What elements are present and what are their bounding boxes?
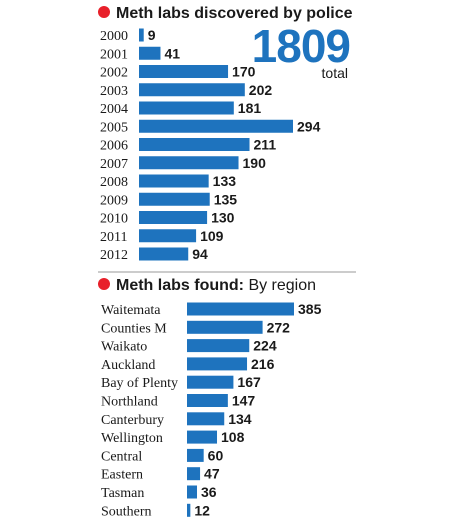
value-label: 190 bbox=[243, 155, 267, 171]
chart1-bullet bbox=[98, 6, 110, 18]
value-label: 12 bbox=[194, 502, 210, 518]
value-label: 36 bbox=[201, 484, 217, 500]
value-label: 147 bbox=[232, 393, 256, 409]
category-label: Waikato bbox=[101, 340, 147, 355]
bar bbox=[139, 119, 293, 133]
value-label: 202 bbox=[249, 82, 273, 98]
category-label: Counties M bbox=[101, 321, 167, 336]
bar bbox=[139, 101, 234, 115]
bar bbox=[187, 302, 294, 316]
chart2-bars: Waitemata 385 Counties M 272 Waikato 224 Auckl… bbox=[101, 301, 322, 519]
bar bbox=[187, 448, 204, 462]
category-label: 2000 bbox=[100, 29, 128, 44]
bar bbox=[187, 430, 218, 444]
value-label: 224 bbox=[253, 338, 277, 354]
value-label: 133 bbox=[213, 173, 237, 189]
value-label: 170 bbox=[232, 64, 256, 80]
category-label: Eastern bbox=[101, 468, 143, 483]
category-label: 2008 bbox=[100, 175, 128, 190]
bar bbox=[139, 211, 208, 224]
bar bbox=[187, 320, 263, 334]
chart1-total-value: 1809 bbox=[252, 20, 350, 72]
value-label: 135 bbox=[214, 191, 238, 207]
bar bbox=[139, 138, 250, 151]
bar bbox=[139, 192, 210, 206]
value-label: 130 bbox=[211, 210, 235, 226]
value-label: 385 bbox=[298, 301, 322, 317]
category-label: Auckland bbox=[101, 358, 155, 373]
bar bbox=[187, 503, 191, 517]
category-label: Central bbox=[101, 449, 142, 464]
bar bbox=[139, 65, 229, 78]
bar bbox=[139, 156, 239, 170]
category-label: 2004 bbox=[100, 102, 128, 117]
bar bbox=[139, 28, 144, 42]
category-label: 2009 bbox=[100, 193, 128, 208]
value-label: 134 bbox=[228, 411, 252, 427]
bar bbox=[187, 339, 250, 353]
value-label: 41 bbox=[164, 45, 180, 61]
value-label: 60 bbox=[208, 447, 224, 463]
category-label: 2011 bbox=[100, 230, 127, 245]
value-label: 211 bbox=[254, 137, 277, 153]
bar bbox=[187, 412, 225, 426]
value-label: 216 bbox=[251, 356, 275, 372]
bar bbox=[139, 83, 245, 97]
value-label: 109 bbox=[200, 228, 224, 244]
value-label: 181 bbox=[238, 100, 262, 116]
chart2-subtitle: By region bbox=[248, 277, 316, 294]
category-label: 2010 bbox=[100, 212, 128, 227]
category-label: Northland bbox=[101, 395, 158, 410]
bar bbox=[187, 357, 248, 371]
category-label: Wellington bbox=[101, 431, 163, 446]
bar bbox=[187, 394, 228, 407]
category-label: Bay of Plenty bbox=[101, 376, 178, 391]
chart1-title: Meth labs discovered by police bbox=[116, 5, 353, 22]
category-label: 2002 bbox=[100, 66, 128, 81]
category-label: 2006 bbox=[100, 139, 128, 154]
category-label: 2012 bbox=[100, 248, 128, 263]
chart1-bars: 2000 9 2001 41 2002 170 2003 202 2004 181 2005 294 2… bbox=[100, 27, 321, 263]
category-label: Waitemata bbox=[101, 303, 161, 318]
category-label: 2001 bbox=[100, 47, 128, 62]
bar bbox=[139, 46, 161, 60]
chart2-title: Meth labs found: bbox=[116, 277, 244, 294]
value-label: 94 bbox=[192, 246, 208, 262]
chart2-bullet bbox=[98, 278, 110, 290]
chart2-title-line: Meth labs found: By region bbox=[116, 277, 316, 294]
category-label: Tasman bbox=[101, 486, 144, 501]
value-label: 272 bbox=[267, 319, 291, 335]
bar bbox=[187, 467, 201, 481]
chart1-total-label: total bbox=[322, 65, 348, 81]
bar bbox=[139, 247, 189, 261]
bar bbox=[139, 229, 197, 243]
value-label: 47 bbox=[204, 466, 220, 482]
bar bbox=[139, 174, 209, 188]
value-label: 108 bbox=[221, 429, 245, 445]
category-label: 2007 bbox=[100, 157, 128, 172]
value-label: 294 bbox=[297, 118, 321, 134]
value-label: 9 bbox=[148, 27, 156, 43]
category-label: 2003 bbox=[100, 84, 128, 99]
bar bbox=[187, 485, 198, 499]
bar bbox=[187, 375, 234, 389]
category-label: Canterbury bbox=[101, 413, 164, 428]
category-label: 2005 bbox=[100, 120, 128, 135]
category-label: Southern bbox=[101, 504, 152, 519]
value-label: 167 bbox=[237, 374, 261, 390]
